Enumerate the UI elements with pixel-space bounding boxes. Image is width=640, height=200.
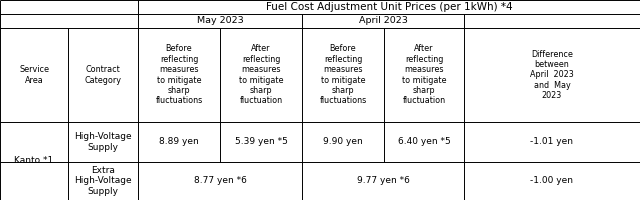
Text: Fuel Cost Adjustment Unit Prices (per 1kWh) *4: Fuel Cost Adjustment Unit Prices (per 1k… <box>266 2 512 12</box>
Text: After
reflecting
measures
to mitigate
sharp
fluctuation: After reflecting measures to mitigate sh… <box>239 44 284 105</box>
Text: Extra
High-Voltage
Supply: Extra High-Voltage Supply <box>74 166 132 196</box>
Text: 6.40 yen *5: 6.40 yen *5 <box>397 137 451 146</box>
Text: High-Voltage
Supply: High-Voltage Supply <box>74 132 132 152</box>
Text: Before
reflecting
measures
to mitigate
sharp
fluctuations: Before reflecting measures to mitigate s… <box>156 44 203 105</box>
Text: 5.39 yen *5: 5.39 yen *5 <box>235 137 287 146</box>
Text: 8.89 yen: 8.89 yen <box>159 137 199 146</box>
Text: -1.01 yen: -1.01 yen <box>531 137 573 146</box>
Text: May 2023: May 2023 <box>196 16 243 25</box>
Text: Service
Area: Service Area <box>19 65 49 85</box>
Text: After
reflecting
measures
to mitigate
sharp
fluctuation: After reflecting measures to mitigate sh… <box>402 44 446 105</box>
Text: Difference
between
April  2023
and  May
2023: Difference between April 2023 and May 20… <box>530 50 574 100</box>
Text: Contract
Category: Contract Category <box>84 65 122 85</box>
Text: -1.00 yen: -1.00 yen <box>531 176 573 185</box>
Text: 8.77 yen *6: 8.77 yen *6 <box>193 176 246 185</box>
Text: 9.90 yen: 9.90 yen <box>323 137 363 146</box>
Text: 9.77 yen *6: 9.77 yen *6 <box>356 176 410 185</box>
Text: Before
reflecting
measures
to mitigate
sharp
fluctuations: Before reflecting measures to mitigate s… <box>319 44 367 105</box>
Text: Kanto *1: Kanto *1 <box>14 156 54 165</box>
Text: April 2023: April 2023 <box>358 16 408 25</box>
